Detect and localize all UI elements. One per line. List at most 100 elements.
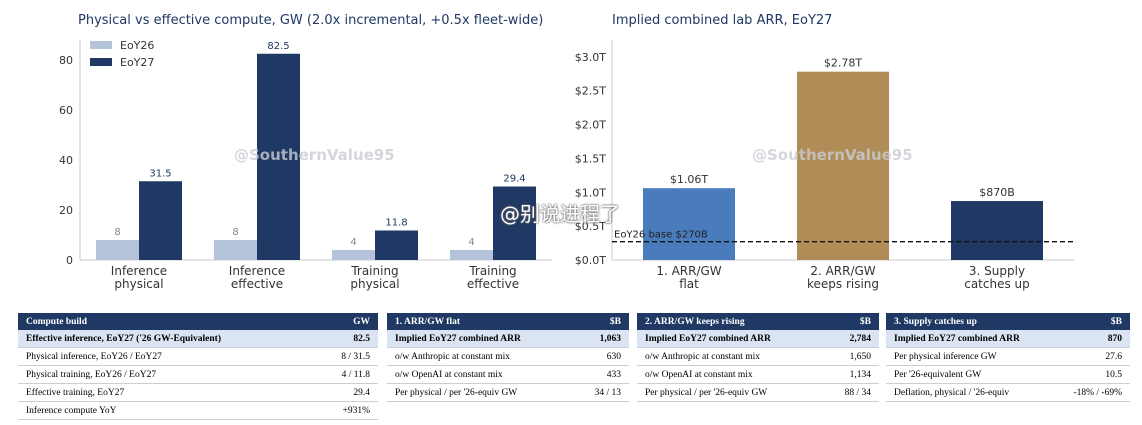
- bar-eoy27: [139, 181, 182, 260]
- table-row: o/w OpenAI at constant mix 1,134: [637, 365, 879, 384]
- table-row: Implied EoY27 combined ARR 1,063: [387, 330, 629, 348]
- bar-scenario: [797, 71, 889, 260]
- table-row: Physical inference, EoY26 / EoY27 8 / 31.…: [18, 347, 378, 366]
- bar-scenario: [951, 201, 1043, 260]
- table-cell: +931%: [314, 401, 378, 420]
- table-cell: 34 / 13: [573, 383, 629, 402]
- x-tick-label: physical: [114, 277, 163, 291]
- legend-swatch: [90, 58, 112, 66]
- x-tick-label: Inference: [229, 264, 285, 278]
- data-label: 8: [114, 227, 120, 238]
- y-tick-label: $1.0T: [575, 186, 606, 199]
- table-cell: Effective inference, EoY27 ('26 GW-Equiv…: [18, 330, 315, 348]
- data-label: $1.06T: [670, 173, 708, 186]
- compute-bar-chart: 020406080831.5Inferencephysical882.5Infe…: [59, 39, 552, 291]
- table-cell: 1,134: [823, 365, 879, 384]
- x-tick-label: flat: [679, 277, 699, 291]
- table-row: Effective training, EoY27 29.4: [18, 383, 378, 402]
- table-cell: Per physical inference GW: [886, 347, 1054, 366]
- table-cell: o/w Anthropic at constant mix: [387, 347, 574, 366]
- y-tick-label: $2.0T: [575, 119, 606, 132]
- table-cell: Per physical / per '26-equiv GW: [637, 383, 824, 402]
- table-cell: -18% / -69%: [1053, 383, 1130, 402]
- scenario-supply-table: 3. Supply catches up $B Implied EoY27 co…: [886, 313, 1130, 402]
- table-cell: Implied EoY27 combined ARR: [886, 330, 1054, 348]
- table-cell: o/w OpenAI at constant mix: [387, 365, 574, 384]
- table-cell: 630: [573, 347, 629, 366]
- table-cell: 1,650: [823, 347, 879, 366]
- table-cell: 27.6: [1053, 347, 1130, 366]
- table-row: Implied EoY27 combined ARR 870: [886, 330, 1130, 348]
- table-cell: 1,063: [573, 330, 629, 348]
- x-tick-label: effective: [231, 277, 283, 291]
- data-label: 29.4: [503, 174, 525, 185]
- y-tick-label: $2.5T: [575, 85, 606, 98]
- y-tick-label: 60: [59, 104, 73, 117]
- y-tick-label: $0.5T: [575, 220, 606, 233]
- table-cell: Per physical / per '26-equiv GW: [387, 383, 574, 402]
- table-cell: Implied EoY27 combined ARR: [637, 330, 824, 348]
- table-row: Per '26-equivalent GW 10.5: [886, 365, 1130, 384]
- watermark-handle-right: @SouthernValue95: [752, 146, 913, 164]
- table-cell: 2,784: [823, 330, 879, 348]
- table-cell: Deflation, physical / '26-equiv: [886, 383, 1054, 402]
- table-row: o/w OpenAI at constant mix 433: [387, 365, 629, 384]
- reference-line-label: EoY26 base $270B: [614, 230, 708, 241]
- table-header: 2. ARR/GW keeps rising: [637, 313, 824, 330]
- bar-eoy26: [332, 250, 375, 260]
- y-tick-label: $3.0T: [575, 51, 606, 64]
- table-row: Physical training, EoY26 / EoY27 4 / 11.8: [18, 365, 378, 384]
- table-cell: Implied EoY27 combined ARR: [387, 330, 574, 348]
- table-row: Per physical / per '26-equiv GW 88 / 34: [637, 383, 879, 402]
- data-label: 11.8: [385, 218, 407, 229]
- bar-scenario: [643, 188, 735, 260]
- table-row: Effective inference, EoY27 ('26 GW-Equiv…: [18, 330, 378, 348]
- y-tick-label: 80: [59, 54, 73, 67]
- table-row: Per physical inference GW 27.6: [886, 347, 1130, 366]
- left-chart-title: Physical vs effective compute, GW (2.0x …: [78, 13, 544, 28]
- table-header: GW: [314, 313, 378, 330]
- watermark-handle-left: @SouthernValue95: [234, 146, 395, 164]
- table-header: Compute build: [18, 313, 315, 330]
- table-cell: o/w Anthropic at constant mix: [637, 347, 824, 366]
- data-label: 4: [350, 237, 356, 248]
- table-row: Inference compute YoY +931%: [18, 401, 378, 420]
- x-tick-label: keeps rising: [807, 277, 879, 291]
- x-tick-label: Inference: [111, 264, 167, 278]
- bar-eoy27: [375, 230, 418, 260]
- x-tick-label: physical: [350, 277, 399, 291]
- table-cell: 29.4: [314, 383, 378, 402]
- data-label: 82.5: [267, 41, 289, 52]
- legend-label: EoY26: [120, 39, 154, 52]
- watermark-weibo: @别说进程了: [500, 202, 620, 226]
- table-cell: Physical training, EoY26 / EoY27: [18, 365, 315, 384]
- table-cell: 82.5: [314, 330, 378, 348]
- table-row: Implied EoY27 combined ARR 2,784: [637, 330, 879, 348]
- data-label: $2.78T: [824, 57, 862, 70]
- table-cell: 4 / 11.8: [314, 365, 378, 384]
- table-cell: 870: [1053, 330, 1130, 348]
- table-row: o/w Anthropic at constant mix 630: [387, 347, 629, 366]
- table-cell: 433: [573, 365, 629, 384]
- y-tick-label: 20: [59, 204, 73, 217]
- table-cell: Effective training, EoY27: [18, 383, 315, 402]
- x-tick-label: effective: [467, 277, 519, 291]
- table-cell: Per '26-equivalent GW: [886, 365, 1054, 384]
- x-tick-label: 2. ARR/GW: [810, 264, 875, 278]
- table-header: $B: [823, 313, 879, 330]
- x-tick-label: Training: [468, 264, 516, 278]
- bar-eoy27: [493, 186, 536, 260]
- table-row: Deflation, physical / '26-equiv -18% / -6…: [886, 383, 1130, 402]
- bar-eoy26: [96, 240, 139, 260]
- data-label: 4: [468, 237, 474, 248]
- y-tick-label: 40: [59, 154, 73, 167]
- table-header: 3. Supply catches up: [886, 313, 1054, 330]
- table-header: 1. ARR/GW flat: [387, 313, 574, 330]
- table-cell: 88 / 34: [823, 383, 879, 402]
- right-chart-title: Implied combined lab ARR, EoY27: [612, 13, 833, 28]
- table-cell: o/w OpenAI at constant mix: [637, 365, 824, 384]
- y-tick-label: $1.5T: [575, 152, 606, 165]
- table-cell: Inference compute YoY: [18, 401, 315, 420]
- bar-eoy26: [214, 240, 257, 260]
- data-label: 8: [232, 227, 238, 238]
